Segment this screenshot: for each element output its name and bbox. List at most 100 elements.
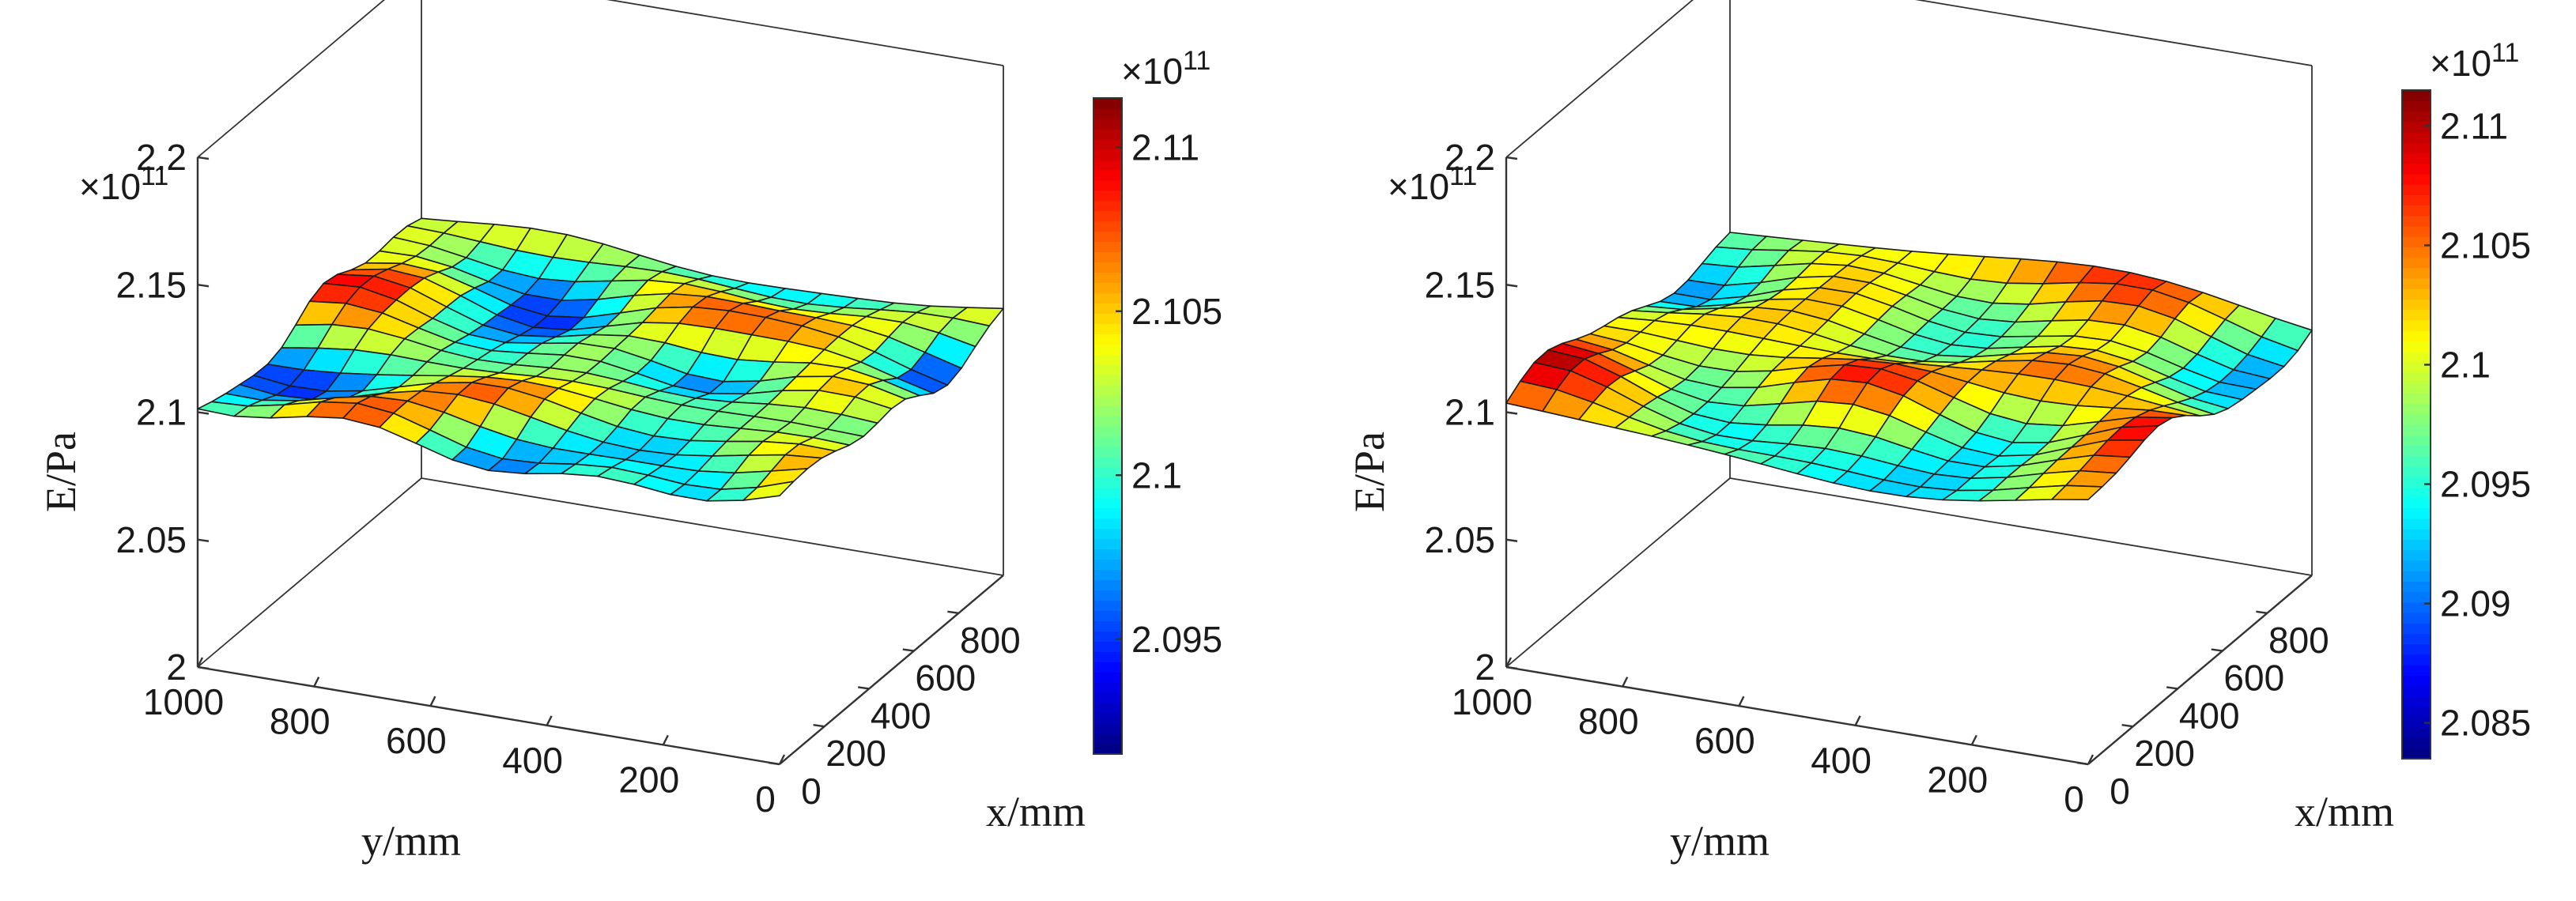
z-tick-label: 2 xyxy=(166,647,187,688)
colorbar-tick-label: 2.09 xyxy=(2440,583,2511,624)
colorbar-band xyxy=(1093,149,1122,160)
colorbar-band xyxy=(1093,385,1122,396)
colorbar-band xyxy=(1093,169,1122,181)
box-edge xyxy=(197,477,422,668)
colorbar-band xyxy=(1093,703,1122,714)
colorbar-band xyxy=(1093,159,1122,171)
colorbar-band xyxy=(1093,672,1122,683)
colorbar-band xyxy=(1093,610,1122,622)
x-tick-mark xyxy=(768,761,780,766)
colorbar-band xyxy=(2402,330,2431,341)
colorbar-band xyxy=(1093,435,1122,447)
y-axis-line xyxy=(197,665,780,766)
z-tick-label: 2.2 xyxy=(1445,137,1495,178)
x-tick-mark xyxy=(858,686,870,690)
colorbar-band xyxy=(1093,313,1122,324)
colorbar-band xyxy=(2402,131,2431,143)
colorbar-band xyxy=(2402,612,2431,624)
x-tick-label: 400 xyxy=(871,695,931,736)
box-edge xyxy=(1505,0,1694,158)
z-tick-mark xyxy=(197,538,210,542)
colorbar-tick-label: 2.11 xyxy=(2440,105,2508,146)
colorbar-band xyxy=(2402,601,2431,613)
x-axis-label: x/mm xyxy=(986,788,1086,835)
z-tick-label: 2.1 xyxy=(136,392,187,433)
colorbar-band xyxy=(2402,247,2431,258)
colorbar-band xyxy=(1093,128,1122,140)
y-tick-mark xyxy=(778,754,786,765)
box-edge xyxy=(1914,0,2313,66)
colorbar-band xyxy=(2402,194,2431,206)
colorbar-band xyxy=(2402,413,2431,425)
z-tick-mark xyxy=(1505,665,1518,670)
colorbar-tick-label: 2.1 xyxy=(2440,344,2491,385)
colorbar-band xyxy=(1093,713,1122,724)
colorbar-band xyxy=(2402,748,2431,760)
y-axis-line xyxy=(1505,665,2089,766)
colorbar-band xyxy=(2402,737,2431,749)
colorbar-band xyxy=(1093,662,1122,673)
x-tick-mark xyxy=(2076,761,2089,766)
colorbar-band xyxy=(1093,477,1122,488)
colorbar-band xyxy=(2402,696,2431,707)
colorbar: 2.095 2.1 2.105 2.11 ×1011 xyxy=(1093,46,1222,755)
colorbar-band xyxy=(2402,529,2431,541)
colorbar-band xyxy=(2402,455,2431,467)
colorbar-band xyxy=(2402,111,2431,123)
y-tick-label: 600 xyxy=(1694,720,1755,761)
colorbar-band xyxy=(1093,507,1122,519)
colorbar-band xyxy=(1093,334,1122,345)
colorbar-band xyxy=(2402,487,2431,499)
colorbar-band xyxy=(1093,272,1122,284)
colorbar-band xyxy=(1093,579,1122,591)
colorbar-exponent-label: ×1011 xyxy=(2430,38,2519,84)
surface xyxy=(197,217,1004,502)
box-edge xyxy=(1729,477,2313,576)
colorbar-band xyxy=(1093,251,1122,263)
colorbar-band xyxy=(2402,581,2431,593)
colorbar-band xyxy=(2402,424,2431,435)
z-tick-mark xyxy=(197,411,210,415)
colorbar-band xyxy=(2402,675,2431,687)
z-tick-mark xyxy=(197,156,210,160)
colorbar-band xyxy=(1093,497,1122,509)
colorbar-band xyxy=(2402,623,2431,634)
x-axis-label: x/mm xyxy=(2295,788,2394,835)
colorbar-band xyxy=(2402,654,2431,665)
colorbar-band xyxy=(2402,371,2431,383)
colorbar-band xyxy=(1093,723,1122,734)
colorbar-band xyxy=(2402,277,2431,289)
colorbar-band xyxy=(1093,426,1122,437)
z-tick-label: 2.2 xyxy=(136,137,187,178)
colorbar-tick-label: 2.085 xyxy=(2440,703,2531,744)
x-tick-mark xyxy=(2211,648,2223,652)
colorbar-band xyxy=(2402,717,2431,728)
y-tick-mark xyxy=(546,715,553,726)
y-tick-mark xyxy=(1622,677,1629,688)
surface-plot-1: 22.052.12.152.20200400600800100002004006… xyxy=(37,0,1222,865)
box-edge xyxy=(606,0,1004,66)
colorbar-band xyxy=(1093,375,1122,386)
colorbar-tick-label: 2.095 xyxy=(1131,619,1222,660)
box-edge xyxy=(1505,477,1731,668)
z-tick-mark xyxy=(1505,538,1518,542)
colorbar-band xyxy=(2402,393,2431,405)
colorbar-band xyxy=(2402,173,2431,185)
x-tick-label: 400 xyxy=(2179,695,2240,736)
z-exponent-label: ×1011 xyxy=(1388,161,1477,207)
x-tick-mark xyxy=(2256,610,2268,614)
x-axis-line xyxy=(2087,575,2313,765)
colorbar-band xyxy=(1093,98,1122,109)
x-tick-label: 200 xyxy=(2134,733,2195,774)
colorbar-frame xyxy=(1093,97,1123,755)
colorbar-band xyxy=(2402,435,2431,447)
surface-plot-2: 22.052.12.152.20200400600800100002004006… xyxy=(1346,0,2531,865)
x-axis-line xyxy=(779,575,1004,765)
colorbar-band xyxy=(1093,107,1122,119)
colorbar-band xyxy=(1093,487,1122,499)
colorbar-band xyxy=(1093,682,1122,693)
colorbar-band xyxy=(1093,446,1122,458)
y-tick-mark xyxy=(2087,754,2094,765)
colorbar-band xyxy=(2402,100,2431,112)
colorbar-band xyxy=(2402,319,2431,331)
